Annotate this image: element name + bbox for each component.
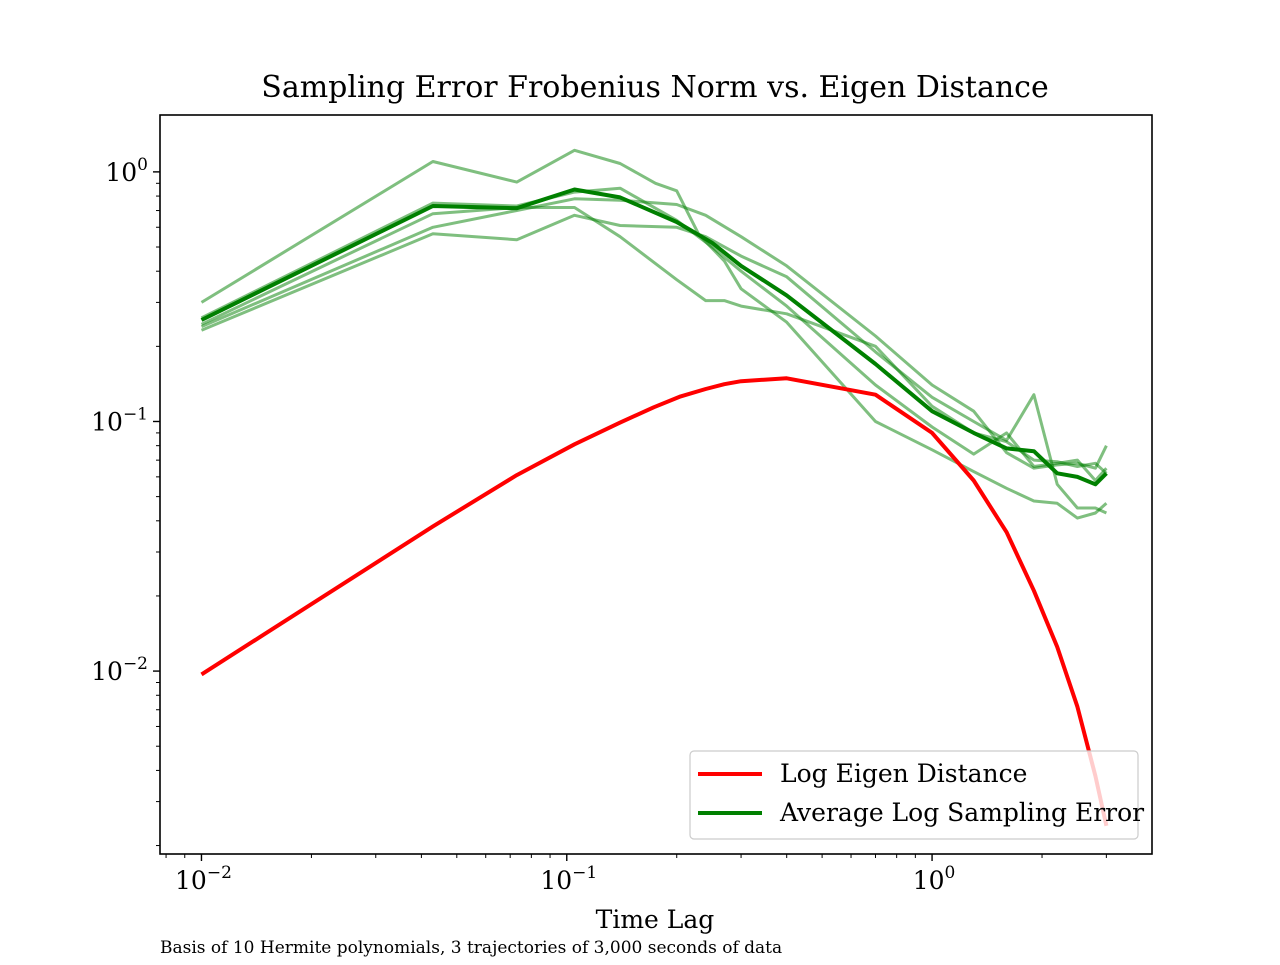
average-sampling-error-line [200,187,1108,487]
legend-label-eigen: Log Eigen Distance [780,759,1027,788]
trajectory-line-4 [200,213,1108,515]
plot-lines [200,148,1109,827]
x-tick-label: 100 [913,863,956,895]
plot-frame [159,114,1153,855]
trajectory-line-2 [200,206,1108,475]
chart-caption: Basis of 10 Hermite polynomials, 3 traje… [160,938,783,958]
axis-ticks: 10−2 10−1 100 10−2 10−1 100 [91,155,1107,895]
x-tick-label: 10−1 [540,863,597,895]
chart-title: Sampling Error Frobenius Norm vs. Eigen … [261,70,1048,105]
trajectory-line-3 [200,197,1108,470]
y-tick-label: 10−2 [91,654,148,686]
trajectory-line-1 [200,148,1108,520]
x-tick-label: 10−2 [175,863,232,895]
legend-box [689,750,1139,840]
legend-label-average: Average Log Sampling Error [779,798,1144,827]
trajectory-line-5 [200,186,1108,482]
x-axis-label: Time Lag [596,905,715,934]
legend: Log Eigen Distance Average Log Sampling E… [689,750,1144,840]
y-tick-label: 10−1 [91,404,148,436]
eigen-distance-line [200,376,1109,827]
y-tick-label: 100 [105,155,148,187]
